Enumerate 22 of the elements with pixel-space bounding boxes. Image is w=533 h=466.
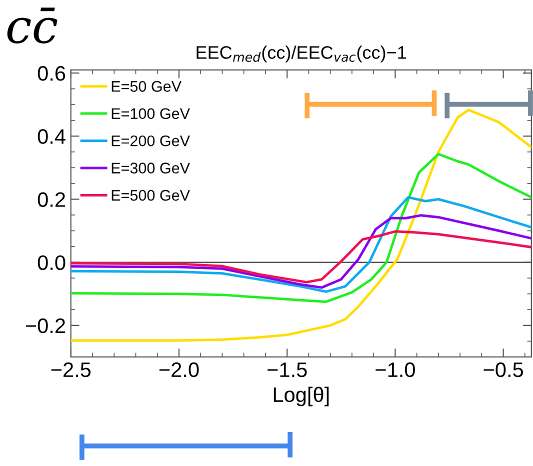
y-tick-label: −0.2 (26, 318, 65, 334)
line-series (70, 108, 532, 342)
legend-label: E=100 GeV (112, 108, 190, 120)
line-series (70, 230, 532, 284)
x-tick-label: −0.5 (484, 362, 523, 378)
legend-label: E=50 GeV (112, 81, 182, 92)
chart-title: EEC$_{med}$(cc)/EEC$_{vac}$(cc)−1 (196, 46, 406, 62)
legend-label: E=500 GeV (112, 190, 190, 201)
legend-label: E=200 GeV (112, 135, 190, 146)
y-tick-label: 0.0 (38, 255, 66, 270)
y-tick-label: 0.4 (38, 129, 66, 144)
x-tick-label: −2.5 (51, 362, 91, 378)
legend-label: E=300 GeV (112, 162, 190, 174)
x-axis-title: Log[θ] (274, 386, 329, 406)
x-tick-label: −2.0 (159, 362, 199, 378)
x-tick-label: −1.5 (268, 362, 307, 378)
text: cc̄ (7, 8, 58, 44)
x-tick-label: −1.0 (376, 362, 415, 378)
y-tick-label: 0.2 (38, 192, 65, 207)
line-series (70, 214, 532, 289)
line-series (70, 152, 532, 304)
y-tick-label: 0.6 (38, 66, 66, 81)
